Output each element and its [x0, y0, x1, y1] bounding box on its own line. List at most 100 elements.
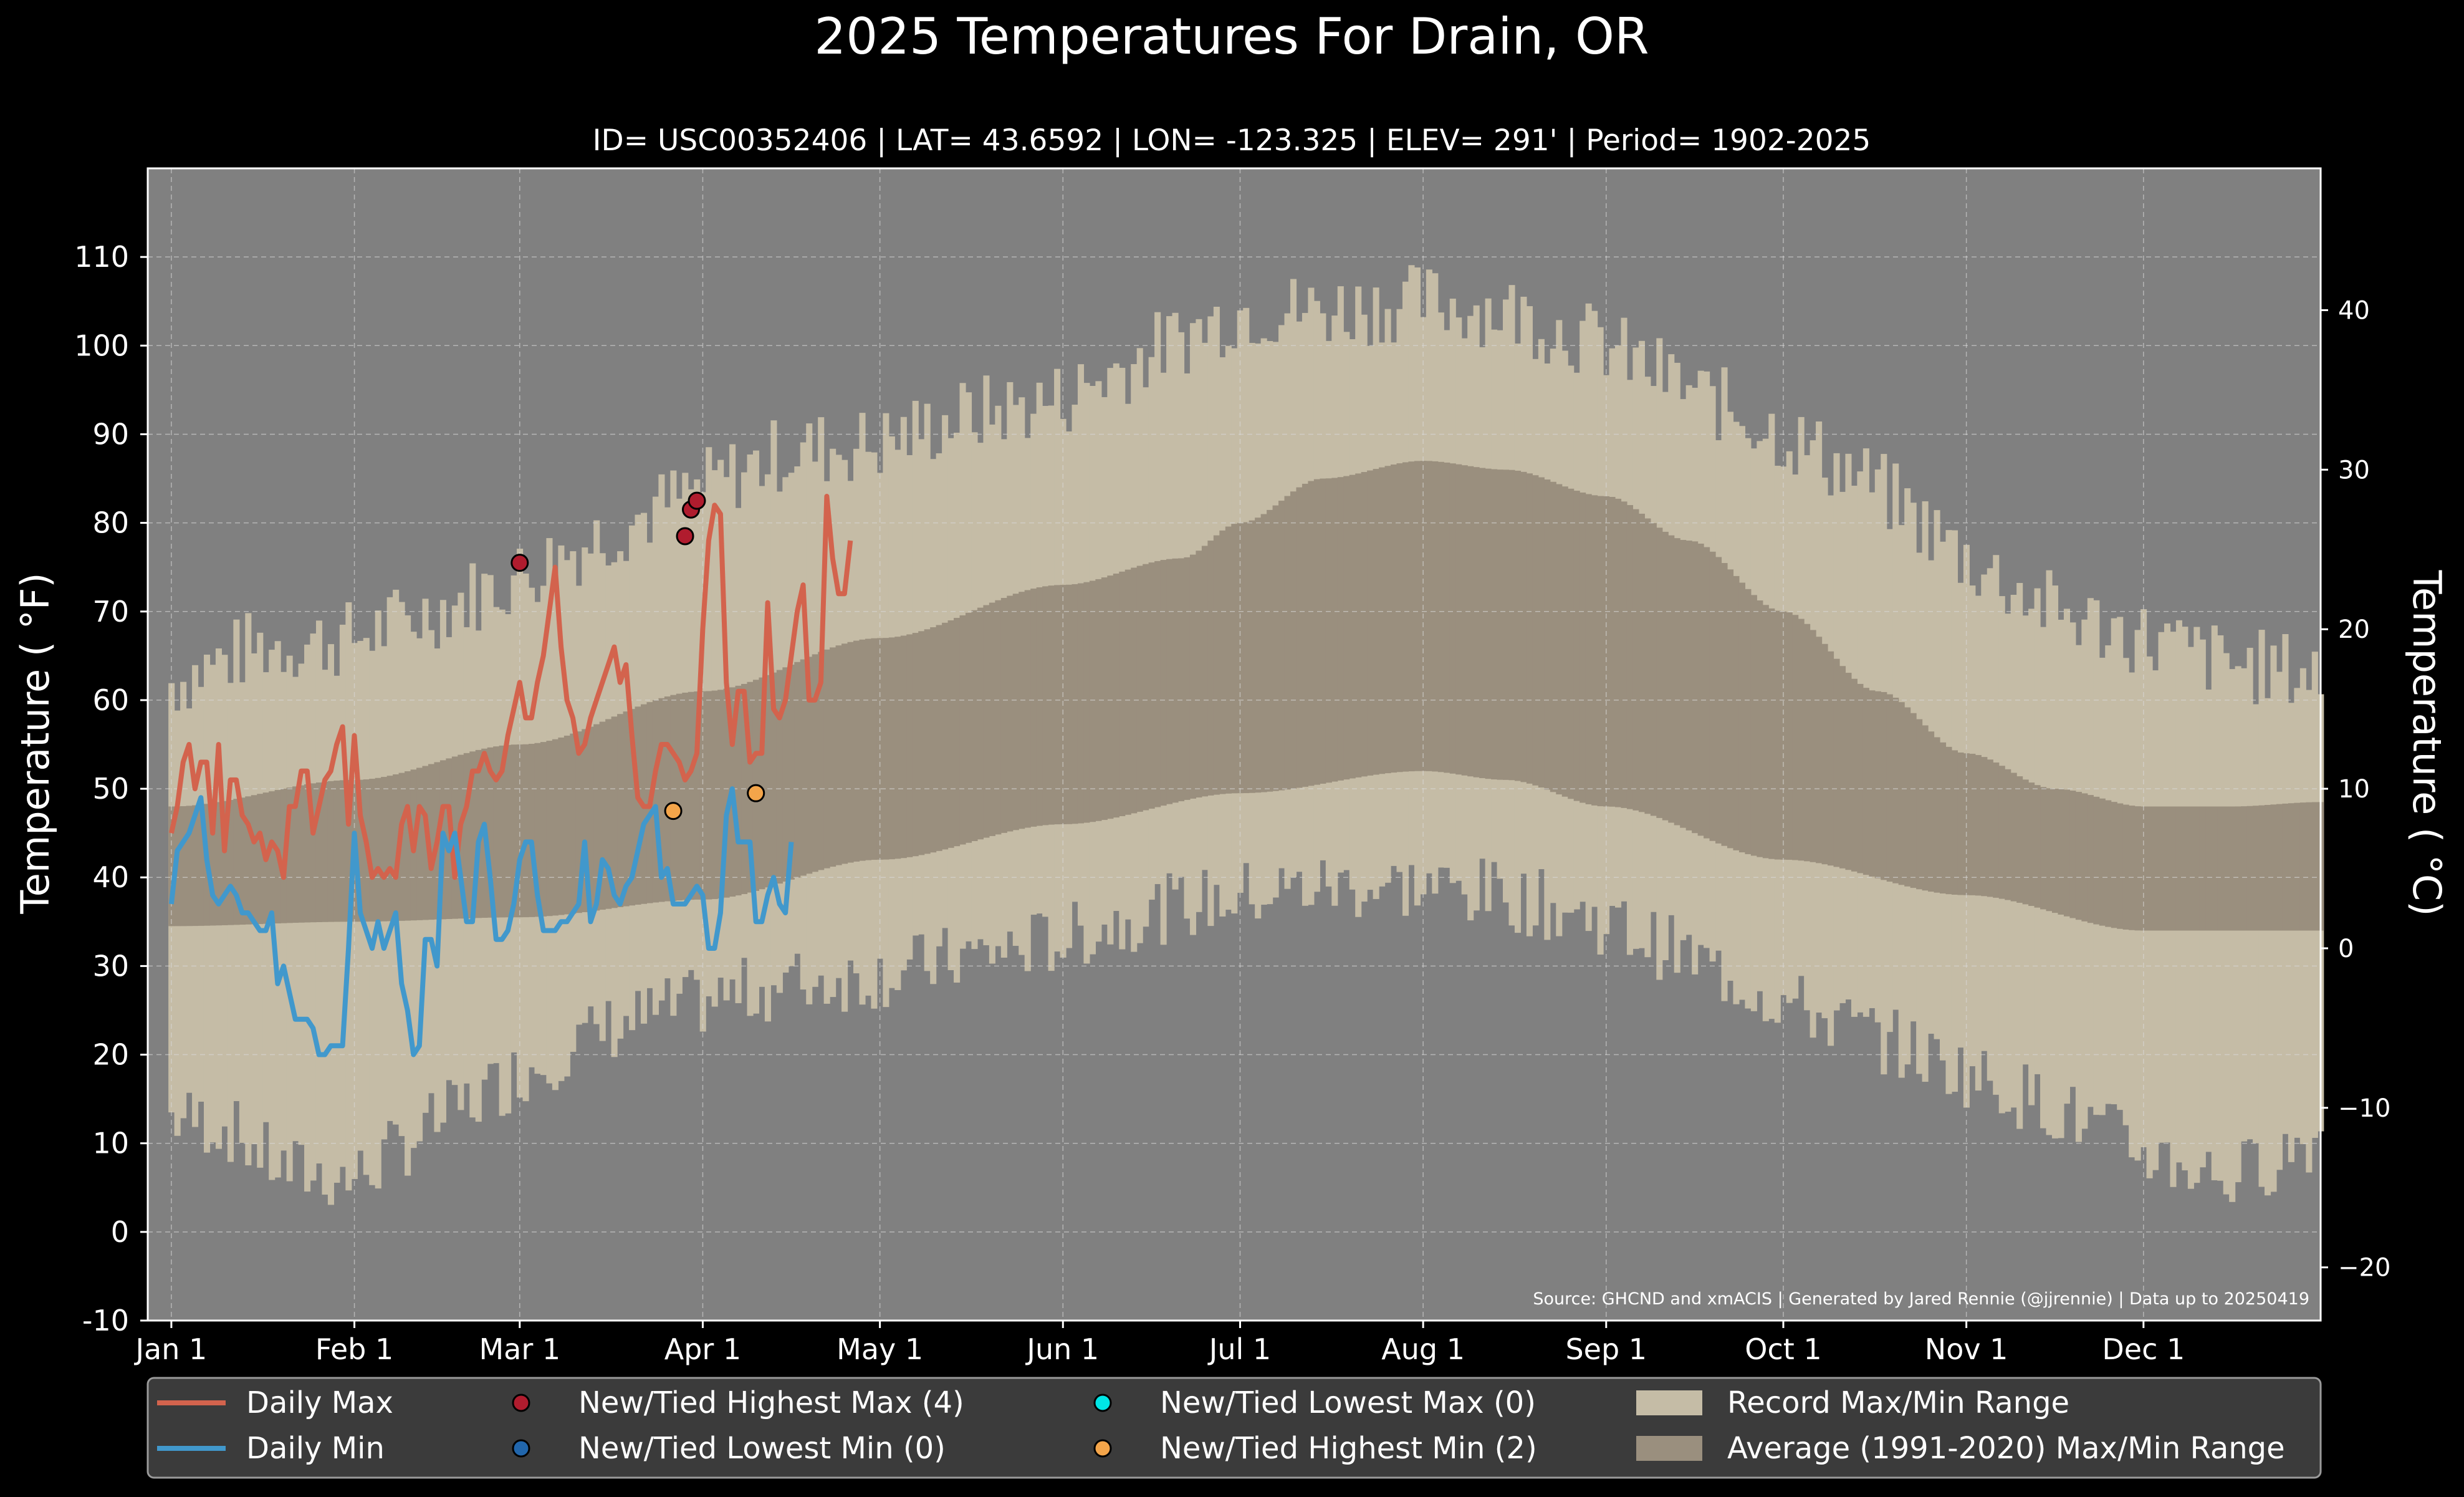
average-range-bar	[245, 796, 252, 925]
average-range-bar	[1650, 523, 1657, 816]
average-range-bar	[517, 744, 524, 918]
average-range-bar	[699, 691, 706, 900]
average-range-bar	[847, 642, 854, 863]
average-range-bar	[2058, 789, 2064, 915]
average-range-bar	[1975, 754, 1982, 896]
average-range-bar	[1668, 535, 1675, 823]
average-range-bar	[853, 640, 860, 862]
average-range-bar	[1196, 551, 1202, 798]
average-range-bar	[1272, 505, 1279, 791]
legend-swatch	[512, 1439, 530, 1458]
average-range-bar	[1479, 468, 1486, 779]
average-range-bar	[2282, 803, 2289, 931]
average-range-bar	[1957, 752, 1964, 895]
average-range-bar	[2022, 779, 2029, 905]
average-range-bar	[1632, 509, 1639, 811]
daily-min-line	[168, 786, 794, 1057]
y-tick-label-left: 90	[92, 417, 129, 451]
average-range-bar	[563, 735, 570, 915]
average-range-bar	[883, 638, 889, 860]
average-range-bar	[1768, 608, 1775, 859]
average-range-bar	[977, 607, 984, 840]
average-range-bar	[209, 802, 216, 926]
average-range-bar	[499, 745, 506, 918]
average-range-bar	[582, 729, 588, 913]
average-range-bar	[865, 638, 872, 860]
average-range-bar	[1845, 673, 1852, 870]
average-range-bar	[1556, 484, 1563, 795]
average-range-bar	[1101, 577, 1108, 821]
record-range-bar	[333, 675, 340, 1183]
y-tick-label-right: 10	[2338, 775, 2370, 804]
average-range-bar	[375, 777, 381, 922]
average-range-bar	[1680, 540, 1687, 828]
average-range-bar	[1485, 468, 1492, 779]
y-tick-label-right: 20	[2338, 615, 2370, 644]
average-range-bar	[386, 776, 393, 922]
average-range-bar	[2075, 792, 2082, 920]
average-range-bar	[2164, 806, 2171, 931]
average-range-bar	[1320, 478, 1326, 784]
average-range-bar	[534, 743, 541, 917]
average-range-bar	[1786, 612, 1793, 860]
average-range-bar	[1940, 742, 1947, 894]
average-range-bar	[593, 724, 600, 911]
average-range-bar	[1119, 571, 1126, 817]
y-tick-label-left: 80	[92, 506, 129, 540]
average-range-bar	[1473, 467, 1480, 777]
average-range-bar	[1874, 691, 1881, 878]
record-marker	[676, 527, 694, 546]
average-range-bar	[2217, 806, 2224, 931]
average-range-bar	[1077, 583, 1085, 824]
average-range-bar	[1904, 707, 1911, 887]
average-range-bar	[570, 733, 577, 914]
average-range-bar	[221, 801, 228, 925]
average-range-bar	[1544, 479, 1551, 790]
average-range-bar	[1922, 725, 1929, 891]
average-range-bar	[1325, 478, 1332, 783]
average-range-bar	[2211, 806, 2218, 931]
average-range-bar	[2306, 802, 2313, 931]
average-range-bar	[487, 747, 494, 918]
legend: Daily Max Daily Min New/Tied Highest Max (…	[146, 1377, 2322, 1479]
average-range-bar	[629, 709, 636, 906]
y-tick-label-left: 20	[92, 1038, 129, 1072]
average-range-bar	[1833, 658, 1840, 867]
average-range-bar	[894, 637, 901, 859]
average-range-bar	[954, 617, 961, 847]
average-range-bar	[1313, 479, 1320, 785]
average-range-bar	[2246, 806, 2253, 931]
average-range-bar	[782, 667, 789, 882]
average-range-bar	[1745, 589, 1752, 854]
average-range-bar	[1136, 566, 1143, 812]
average-range-bar	[1993, 762, 2000, 898]
average-range-bar	[1792, 615, 1799, 860]
legend-label: Daily Min	[246, 1431, 385, 1466]
average-range-bar	[1349, 474, 1356, 779]
average-range-bar	[1243, 522, 1250, 794]
y-tick-label-left: 110	[74, 240, 129, 274]
legend-swatch	[1093, 1394, 1112, 1412]
average-range-bar	[2235, 806, 2241, 931]
average-range-bar	[1048, 585, 1055, 825]
average-range-bar	[2241, 806, 2248, 931]
average-range-bar	[1721, 563, 1728, 846]
average-range-bar	[1520, 471, 1527, 782]
average-range-bar	[1432, 461, 1439, 772]
average-range-bar	[1290, 491, 1297, 789]
average-range-bar	[776, 670, 783, 884]
average-range-bar	[1969, 753, 1976, 895]
average-range-bar	[2016, 776, 2023, 903]
y-tick-label-right: 30	[2338, 456, 2370, 484]
average-range-bar	[1526, 473, 1533, 784]
record-marker	[664, 802, 683, 821]
average-range-bar	[463, 753, 470, 918]
average-range-bar	[2069, 791, 2076, 918]
average-range-bar	[2087, 795, 2094, 923]
average-range-bar	[1597, 496, 1604, 807]
average-range-bar	[1024, 590, 1031, 828]
average-range-bar	[1225, 526, 1232, 794]
average-range-bar	[2105, 800, 2112, 927]
y-tick-label-left: 50	[92, 772, 129, 806]
average-range-bar	[812, 654, 818, 872]
